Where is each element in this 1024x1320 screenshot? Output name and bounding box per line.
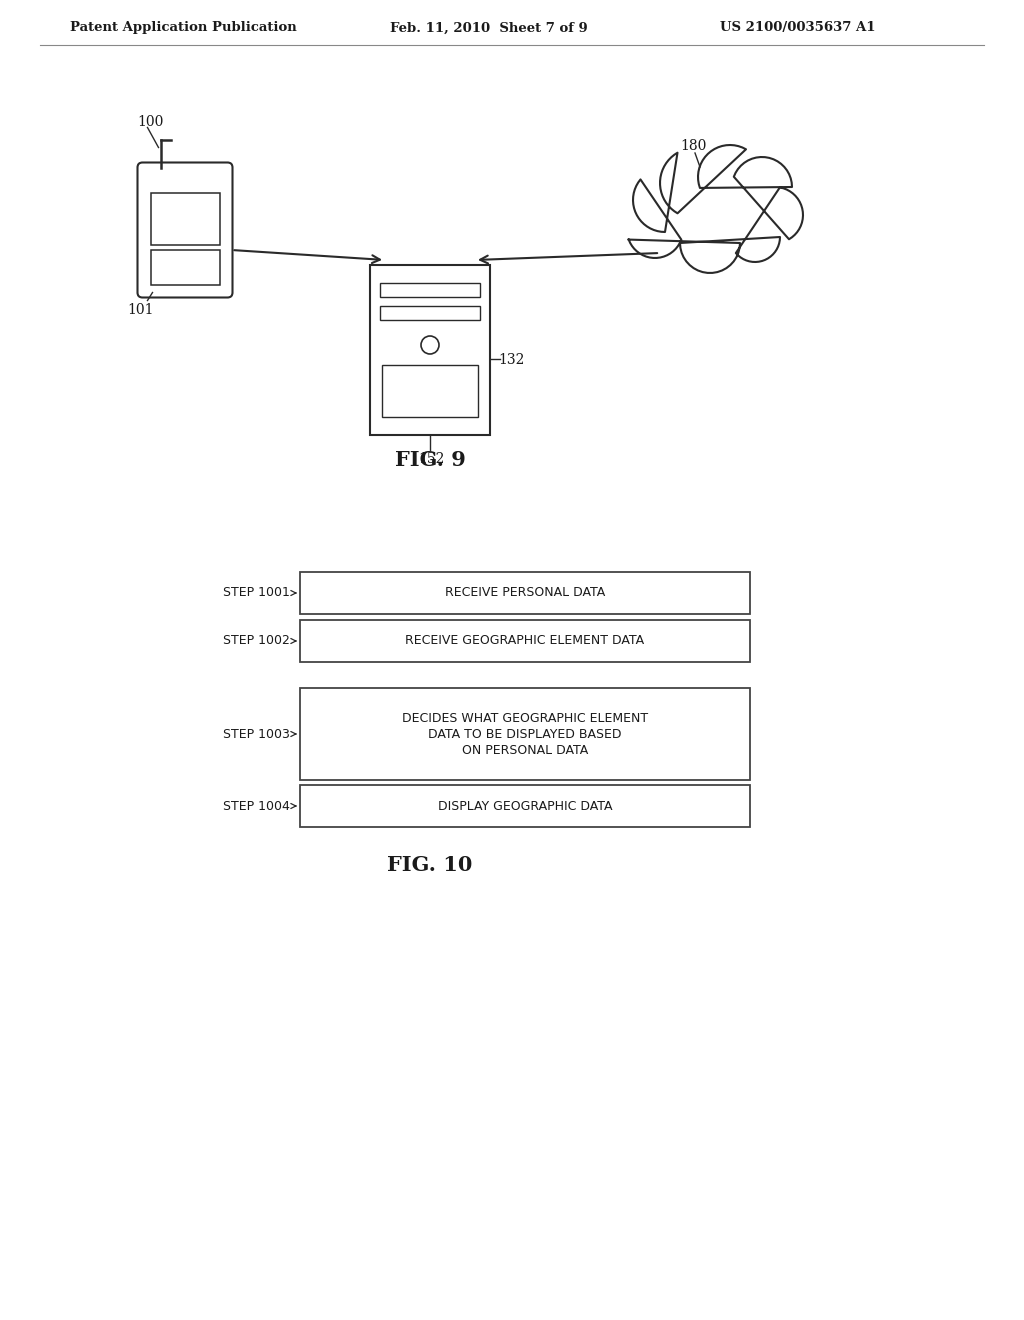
Bar <box>151 193 219 246</box>
Bar <box>370 265 490 436</box>
Text: DISPLAY GEOGRAPHIC DATA: DISPLAY GEOGRAPHIC DATA <box>437 800 612 813</box>
Text: 101: 101 <box>128 304 154 318</box>
Bar <box>380 306 480 319</box>
Bar <box>300 785 750 828</box>
Bar <box>300 572 750 614</box>
Text: 132: 132 <box>498 352 524 367</box>
Text: STEP 1003: STEP 1003 <box>223 727 290 741</box>
Bar <box>300 620 750 663</box>
Text: DATA TO BE DISPLAYED BASED: DATA TO BE DISPLAYED BASED <box>428 727 622 741</box>
Text: 100: 100 <box>137 115 164 128</box>
Text: RECEIVE PERSONAL DATA: RECEIVE PERSONAL DATA <box>444 586 605 599</box>
FancyBboxPatch shape <box>137 162 232 297</box>
Bar <box>300 688 750 780</box>
Text: Feb. 11, 2010  Sheet 7 of 9: Feb. 11, 2010 Sheet 7 of 9 <box>390 21 588 34</box>
Text: 180: 180 <box>680 139 707 153</box>
Bar <box>382 366 478 417</box>
Bar <box>380 282 480 297</box>
Text: FIG. 9: FIG. 9 <box>394 450 466 470</box>
Text: STEP 1004: STEP 1004 <box>223 800 290 813</box>
Text: DECIDES WHAT GEOGRAPHIC ELEMENT: DECIDES WHAT GEOGRAPHIC ELEMENT <box>402 711 648 725</box>
Text: 152: 152 <box>418 451 444 466</box>
Text: US 2100/0035637 A1: US 2100/0035637 A1 <box>720 21 876 34</box>
Bar <box>151 249 219 285</box>
Text: Patent Application Publication: Patent Application Publication <box>70 21 297 34</box>
Text: RECEIVE GEOGRAPHIC ELEMENT DATA: RECEIVE GEOGRAPHIC ELEMENT DATA <box>406 635 644 648</box>
Text: STEP 1002: STEP 1002 <box>223 635 290 648</box>
Polygon shape <box>629 145 803 273</box>
Text: FIG. 10: FIG. 10 <box>387 855 473 875</box>
Text: STEP 1001: STEP 1001 <box>223 586 290 599</box>
Text: ON PERSONAL DATA: ON PERSONAL DATA <box>462 743 588 756</box>
